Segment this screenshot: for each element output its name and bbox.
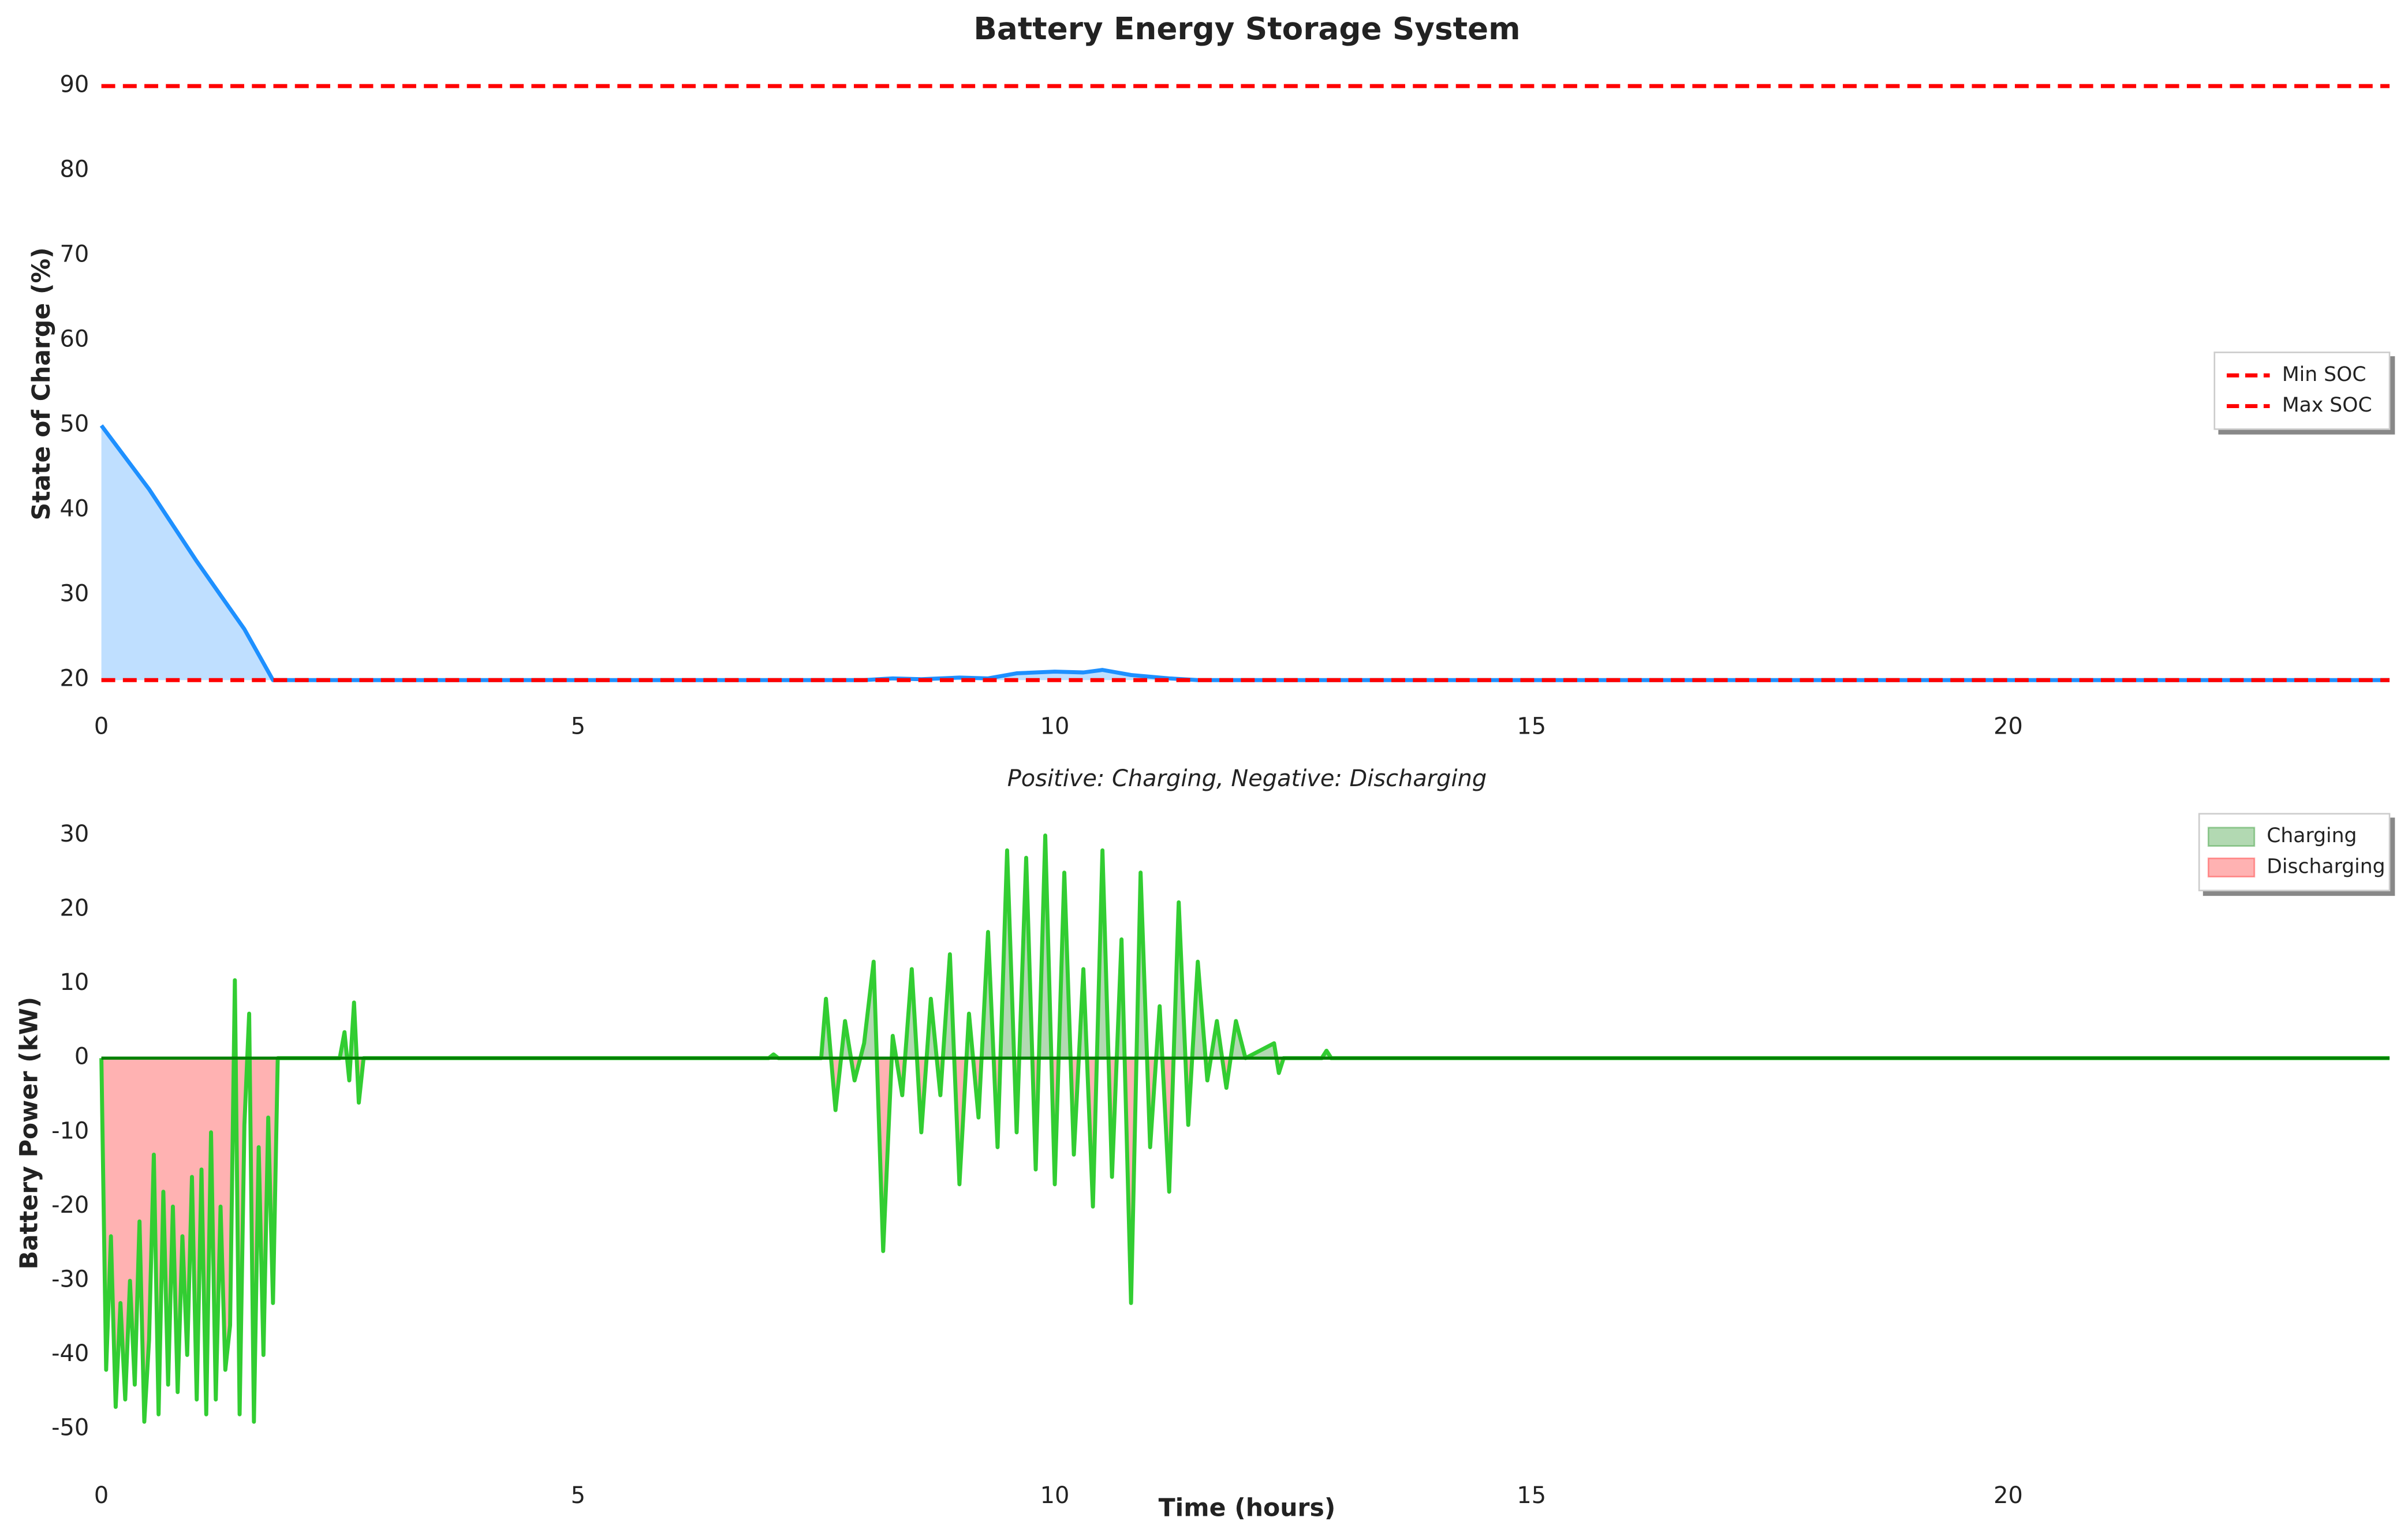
- x-axis-label: Time (hours): [1159, 1493, 1336, 1522]
- x-tick-label: 0: [94, 713, 109, 739]
- y-tick-label: -30: [51, 1266, 89, 1292]
- x-tick-label: 10: [1040, 1482, 1070, 1509]
- y-tick-label: 30: [60, 821, 89, 847]
- legend-box: [2213, 352, 2391, 430]
- legend-swatch: [2207, 827, 2256, 847]
- y-axis-label: Battery Power (kW): [15, 997, 44, 1270]
- legend-label: Discharging: [2267, 855, 2385, 878]
- legend-swatch: [2207, 857, 2256, 878]
- area-fill: [101, 425, 2390, 681]
- legend-label: Min SOC: [2282, 363, 2366, 386]
- legend-label: Max SOC: [2282, 394, 2372, 417]
- x-tick-label: 20: [1993, 713, 2023, 739]
- y-tick-label: 90: [60, 72, 89, 98]
- y-tick-label: -50: [51, 1415, 89, 1441]
- y-tick-label: 0: [74, 1044, 89, 1070]
- y-tick-label: 40: [60, 496, 89, 522]
- y-tick-label: 20: [60, 666, 89, 692]
- x-tick-label: 0: [94, 1482, 109, 1509]
- subplot-title: Positive: Charging, Negative: Dischargin…: [1007, 765, 1487, 792]
- y-tick-label: 60: [60, 326, 89, 353]
- legend-label: Charging: [2267, 824, 2357, 847]
- y-tick-label: 30: [60, 581, 89, 607]
- y-tick-label: -20: [51, 1192, 89, 1218]
- y-tick-label: 10: [60, 969, 89, 996]
- data-line: [99, 424, 2390, 682]
- x-tick-label: 15: [1517, 1482, 1546, 1509]
- x-tick-label: 15: [1517, 713, 1546, 739]
- chart-title: Battery Energy Storage System: [973, 11, 1520, 47]
- y-tick-label: 70: [60, 241, 89, 268]
- y-tick-label: 50: [60, 411, 89, 438]
- y-tick-label: 20: [60, 895, 89, 922]
- x-tick-label: 20: [1993, 1482, 2023, 1509]
- x-tick-label: 10: [1040, 713, 1070, 739]
- y-tick-label: -40: [51, 1340, 89, 1367]
- data-line: [99, 833, 2390, 1424]
- charging-fill: [233, 835, 1331, 1059]
- y-tick-label: 80: [60, 156, 89, 183]
- legend-box: [2198, 813, 2391, 892]
- x-tick-label: 5: [571, 1482, 585, 1509]
- discharging-fill: [101, 1058, 2390, 1422]
- y-axis-label: State of Charge (%): [27, 247, 56, 520]
- y-tick-label: -10: [51, 1117, 89, 1144]
- x-tick-label: 5: [571, 713, 585, 739]
